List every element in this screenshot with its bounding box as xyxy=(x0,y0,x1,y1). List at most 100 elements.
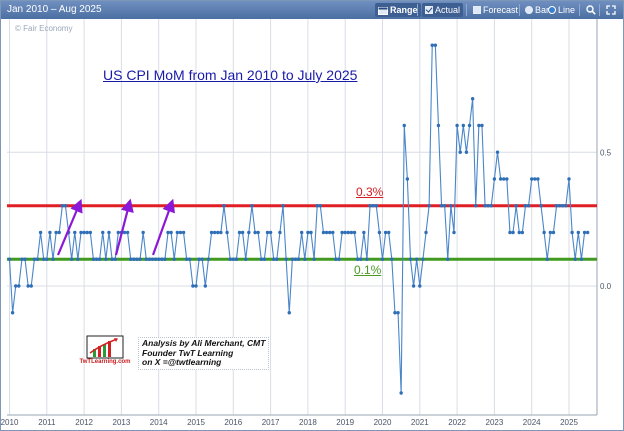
data-point xyxy=(576,230,581,235)
data-point xyxy=(228,257,232,261)
data-point xyxy=(495,150,500,154)
data-point xyxy=(116,230,120,235)
data-point xyxy=(206,257,211,261)
data-point xyxy=(321,230,326,235)
data-point xyxy=(359,257,363,261)
data-point xyxy=(439,204,444,208)
data-point xyxy=(82,230,86,235)
data-point xyxy=(97,257,102,261)
data-point xyxy=(352,230,357,235)
line-option[interactable]: Line xyxy=(545,3,578,17)
bar-radio[interactable] xyxy=(525,6,533,14)
data-point xyxy=(315,204,319,208)
x-tick-label: 2022 xyxy=(448,418,466,427)
x-tick-label: 2018 xyxy=(299,418,317,427)
data-point xyxy=(545,257,549,261)
data-point xyxy=(561,204,565,208)
data-point xyxy=(331,230,335,235)
toolbar-separator xyxy=(466,4,467,16)
actual-checkbox[interactable] xyxy=(425,6,433,14)
data-point xyxy=(324,230,329,235)
data-point xyxy=(268,230,273,235)
data-point xyxy=(585,230,590,235)
data-point xyxy=(14,284,18,288)
x-tick-label: 2010 xyxy=(1,418,19,427)
logo-chart-icon xyxy=(86,335,124,359)
x-tick-label: 2014 xyxy=(150,418,168,427)
data-point xyxy=(76,257,80,261)
bar-label: Bar xyxy=(535,5,550,15)
data-point xyxy=(477,123,481,128)
data-point xyxy=(349,230,354,235)
actual-toggle[interactable]: Actual xyxy=(422,3,464,17)
data-point xyxy=(567,177,571,181)
data-point xyxy=(355,257,360,261)
data-point xyxy=(284,257,288,261)
data-point xyxy=(530,177,534,181)
data-point xyxy=(35,257,40,261)
data-point xyxy=(548,230,553,235)
forecast-checkbox[interactable] xyxy=(473,6,481,14)
data-point xyxy=(290,257,295,261)
data-point xyxy=(144,257,148,261)
data-point xyxy=(442,204,447,208)
data-point xyxy=(427,204,431,208)
data-point xyxy=(240,230,245,235)
data-point xyxy=(51,257,55,261)
range-button[interactable]: Range xyxy=(375,3,421,17)
annotation-arrow xyxy=(114,198,134,256)
x-tick-label: 2015 xyxy=(187,418,205,427)
data-point xyxy=(57,230,61,235)
data-point xyxy=(10,311,15,315)
data-point xyxy=(163,257,167,261)
data-point xyxy=(433,43,438,47)
data-point xyxy=(225,230,229,235)
data-point xyxy=(399,391,403,395)
data-point xyxy=(29,284,33,288)
data-point xyxy=(293,257,298,261)
data-point xyxy=(101,230,105,235)
bar-option[interactable]: Bar xyxy=(522,3,552,17)
data-point xyxy=(396,311,400,315)
data-point xyxy=(219,230,223,235)
data-point xyxy=(256,230,260,235)
data-point xyxy=(480,123,484,128)
data-point xyxy=(533,177,537,181)
data-point xyxy=(85,230,89,235)
forecast-toggle[interactable]: Forecast xyxy=(470,3,521,17)
data-point xyxy=(23,257,27,261)
date-range-text: Jan 2010 – Aug 2025 xyxy=(7,4,102,15)
twt-learning-logo: TwTLearning.com xyxy=(77,335,133,369)
data-point xyxy=(104,257,108,261)
data-point xyxy=(414,257,419,261)
data-point xyxy=(470,97,475,101)
data-point xyxy=(63,204,68,208)
data-point xyxy=(362,230,366,235)
data-point xyxy=(346,230,351,235)
data-point xyxy=(247,230,251,235)
data-point xyxy=(178,230,183,235)
data-point xyxy=(88,230,93,235)
data-point xyxy=(94,257,99,261)
data-point xyxy=(557,204,562,208)
data-point xyxy=(122,230,127,235)
data-point xyxy=(582,230,587,235)
data-point xyxy=(380,257,385,261)
data-point xyxy=(508,230,512,235)
toolbar-separator xyxy=(579,4,580,16)
data-point xyxy=(147,257,152,261)
line-radio[interactable] xyxy=(548,6,556,14)
toolbar-separator xyxy=(519,4,520,16)
data-point xyxy=(424,230,428,235)
data-point xyxy=(449,204,453,208)
data-point xyxy=(17,284,21,288)
expand-button[interactable] xyxy=(603,3,619,17)
range-button-label: Range xyxy=(390,5,418,15)
data-point xyxy=(197,257,201,261)
data-point xyxy=(107,230,111,235)
chart-title: US CPI MoM from Jan 2010 to July 2025 xyxy=(103,67,358,83)
data-point xyxy=(157,257,161,261)
data-point xyxy=(237,230,242,235)
data-point xyxy=(303,257,307,261)
search-button[interactable] xyxy=(583,3,599,17)
